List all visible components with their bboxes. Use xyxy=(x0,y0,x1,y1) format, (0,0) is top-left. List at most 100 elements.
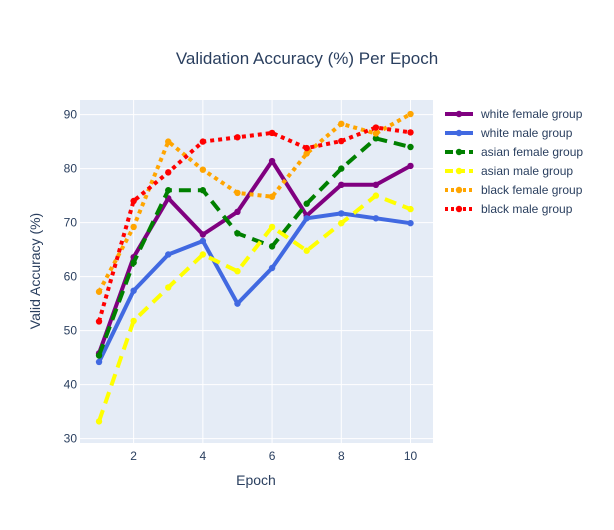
data-point xyxy=(407,129,414,136)
data-point xyxy=(234,300,241,307)
legend-item: black male group xyxy=(445,202,573,216)
data-point xyxy=(338,210,345,217)
legend-marker xyxy=(455,110,463,118)
y-axis-ticks: 30 40 50 60 70 80 90 xyxy=(64,108,78,446)
data-point xyxy=(199,231,207,238)
data-point xyxy=(268,243,276,250)
legend-label: black male group xyxy=(481,202,573,216)
series-black-male-group xyxy=(95,124,414,325)
data-point xyxy=(199,166,207,173)
data-point xyxy=(303,247,310,254)
data-point xyxy=(234,268,241,275)
legend-label: asian female group xyxy=(481,145,583,159)
y-tick-label: 90 xyxy=(64,108,78,122)
series-line xyxy=(97,136,411,357)
y-tick-label: 50 xyxy=(64,324,78,338)
series-line xyxy=(97,193,412,423)
data-point xyxy=(234,189,241,197)
series-asian-male-group xyxy=(95,192,414,425)
x-axis-ticks: 2 4 6 8 10 xyxy=(130,449,417,463)
data-point xyxy=(372,215,380,222)
legend-item: asian female group xyxy=(445,145,583,159)
data-point xyxy=(130,197,137,205)
data-point xyxy=(372,192,380,199)
data-point xyxy=(95,358,103,366)
legend-item: asian male group xyxy=(445,164,573,178)
data-point xyxy=(303,144,310,152)
y-tick-label: 30 xyxy=(64,432,78,446)
y-axis-label: Valid Accuracy (%) xyxy=(27,213,43,329)
x-axis-label: Epoch xyxy=(236,472,276,488)
plot-area xyxy=(80,100,433,443)
data-point xyxy=(372,181,380,189)
chart-title: Validation Accuracy (%) Per Epoch xyxy=(176,49,438,68)
data-point xyxy=(338,181,345,189)
data-point xyxy=(165,138,172,145)
data-point xyxy=(303,200,310,207)
y-tick-label: 80 xyxy=(64,162,78,176)
x-tick-label: 10 xyxy=(404,449,418,463)
data-point xyxy=(407,205,414,213)
legend-marker xyxy=(455,129,463,137)
data-point xyxy=(130,259,137,266)
series-asian-female-group xyxy=(95,135,414,359)
legend-label: white male group xyxy=(480,126,573,140)
series-line xyxy=(97,125,411,323)
data-point xyxy=(95,318,103,325)
data-point xyxy=(372,135,380,142)
data-point xyxy=(95,288,103,295)
series-black-female-group xyxy=(95,110,414,295)
x-tick-label: 4 xyxy=(200,449,207,463)
legend-label: black female group xyxy=(481,183,583,197)
data-point xyxy=(199,138,207,145)
data-point xyxy=(338,219,345,227)
x-tick-label: 8 xyxy=(338,449,345,463)
series-white-male-group xyxy=(95,210,414,366)
data-point xyxy=(407,143,414,151)
x-tick-label: 6 xyxy=(269,449,276,463)
y-tick-label: 70 xyxy=(64,216,78,230)
data-point xyxy=(130,317,137,325)
data-point xyxy=(303,150,310,157)
data-point xyxy=(130,287,137,294)
data-point xyxy=(165,169,172,176)
data-point xyxy=(407,219,414,227)
data-point xyxy=(268,223,276,231)
y-tick-label: 40 xyxy=(64,378,78,392)
data-point xyxy=(95,352,103,359)
legend-item: white male group xyxy=(445,126,573,140)
legend-marker xyxy=(455,186,463,194)
data-point xyxy=(268,264,276,272)
legend-label: asian male group xyxy=(481,164,573,178)
data-point xyxy=(372,130,380,137)
data-point xyxy=(199,251,207,258)
data-point xyxy=(130,223,137,231)
legend-marker xyxy=(455,167,463,175)
data-point xyxy=(234,134,241,141)
data-point xyxy=(268,193,276,200)
data-point xyxy=(199,187,207,194)
data-point xyxy=(372,124,380,131)
data-point xyxy=(234,208,241,216)
legend-marker xyxy=(455,205,463,213)
legend: white female group white male group asian … xyxy=(445,107,583,216)
data-point xyxy=(165,251,172,258)
data-point xyxy=(234,230,241,237)
data-point xyxy=(165,284,172,291)
legend-item: black female group xyxy=(445,183,583,197)
data-point xyxy=(407,162,414,170)
legend-item: white female group xyxy=(445,107,583,121)
data-point xyxy=(268,129,276,137)
data-point xyxy=(165,187,172,194)
legend-label: white female group xyxy=(480,107,583,121)
series-line xyxy=(97,211,411,363)
data-point xyxy=(338,137,345,145)
data-point xyxy=(268,157,276,165)
series-lines xyxy=(95,110,414,425)
data-point xyxy=(303,215,310,222)
x-tick-label: 2 xyxy=(130,449,137,463)
legend-marker xyxy=(455,148,463,156)
data-point xyxy=(338,165,345,172)
